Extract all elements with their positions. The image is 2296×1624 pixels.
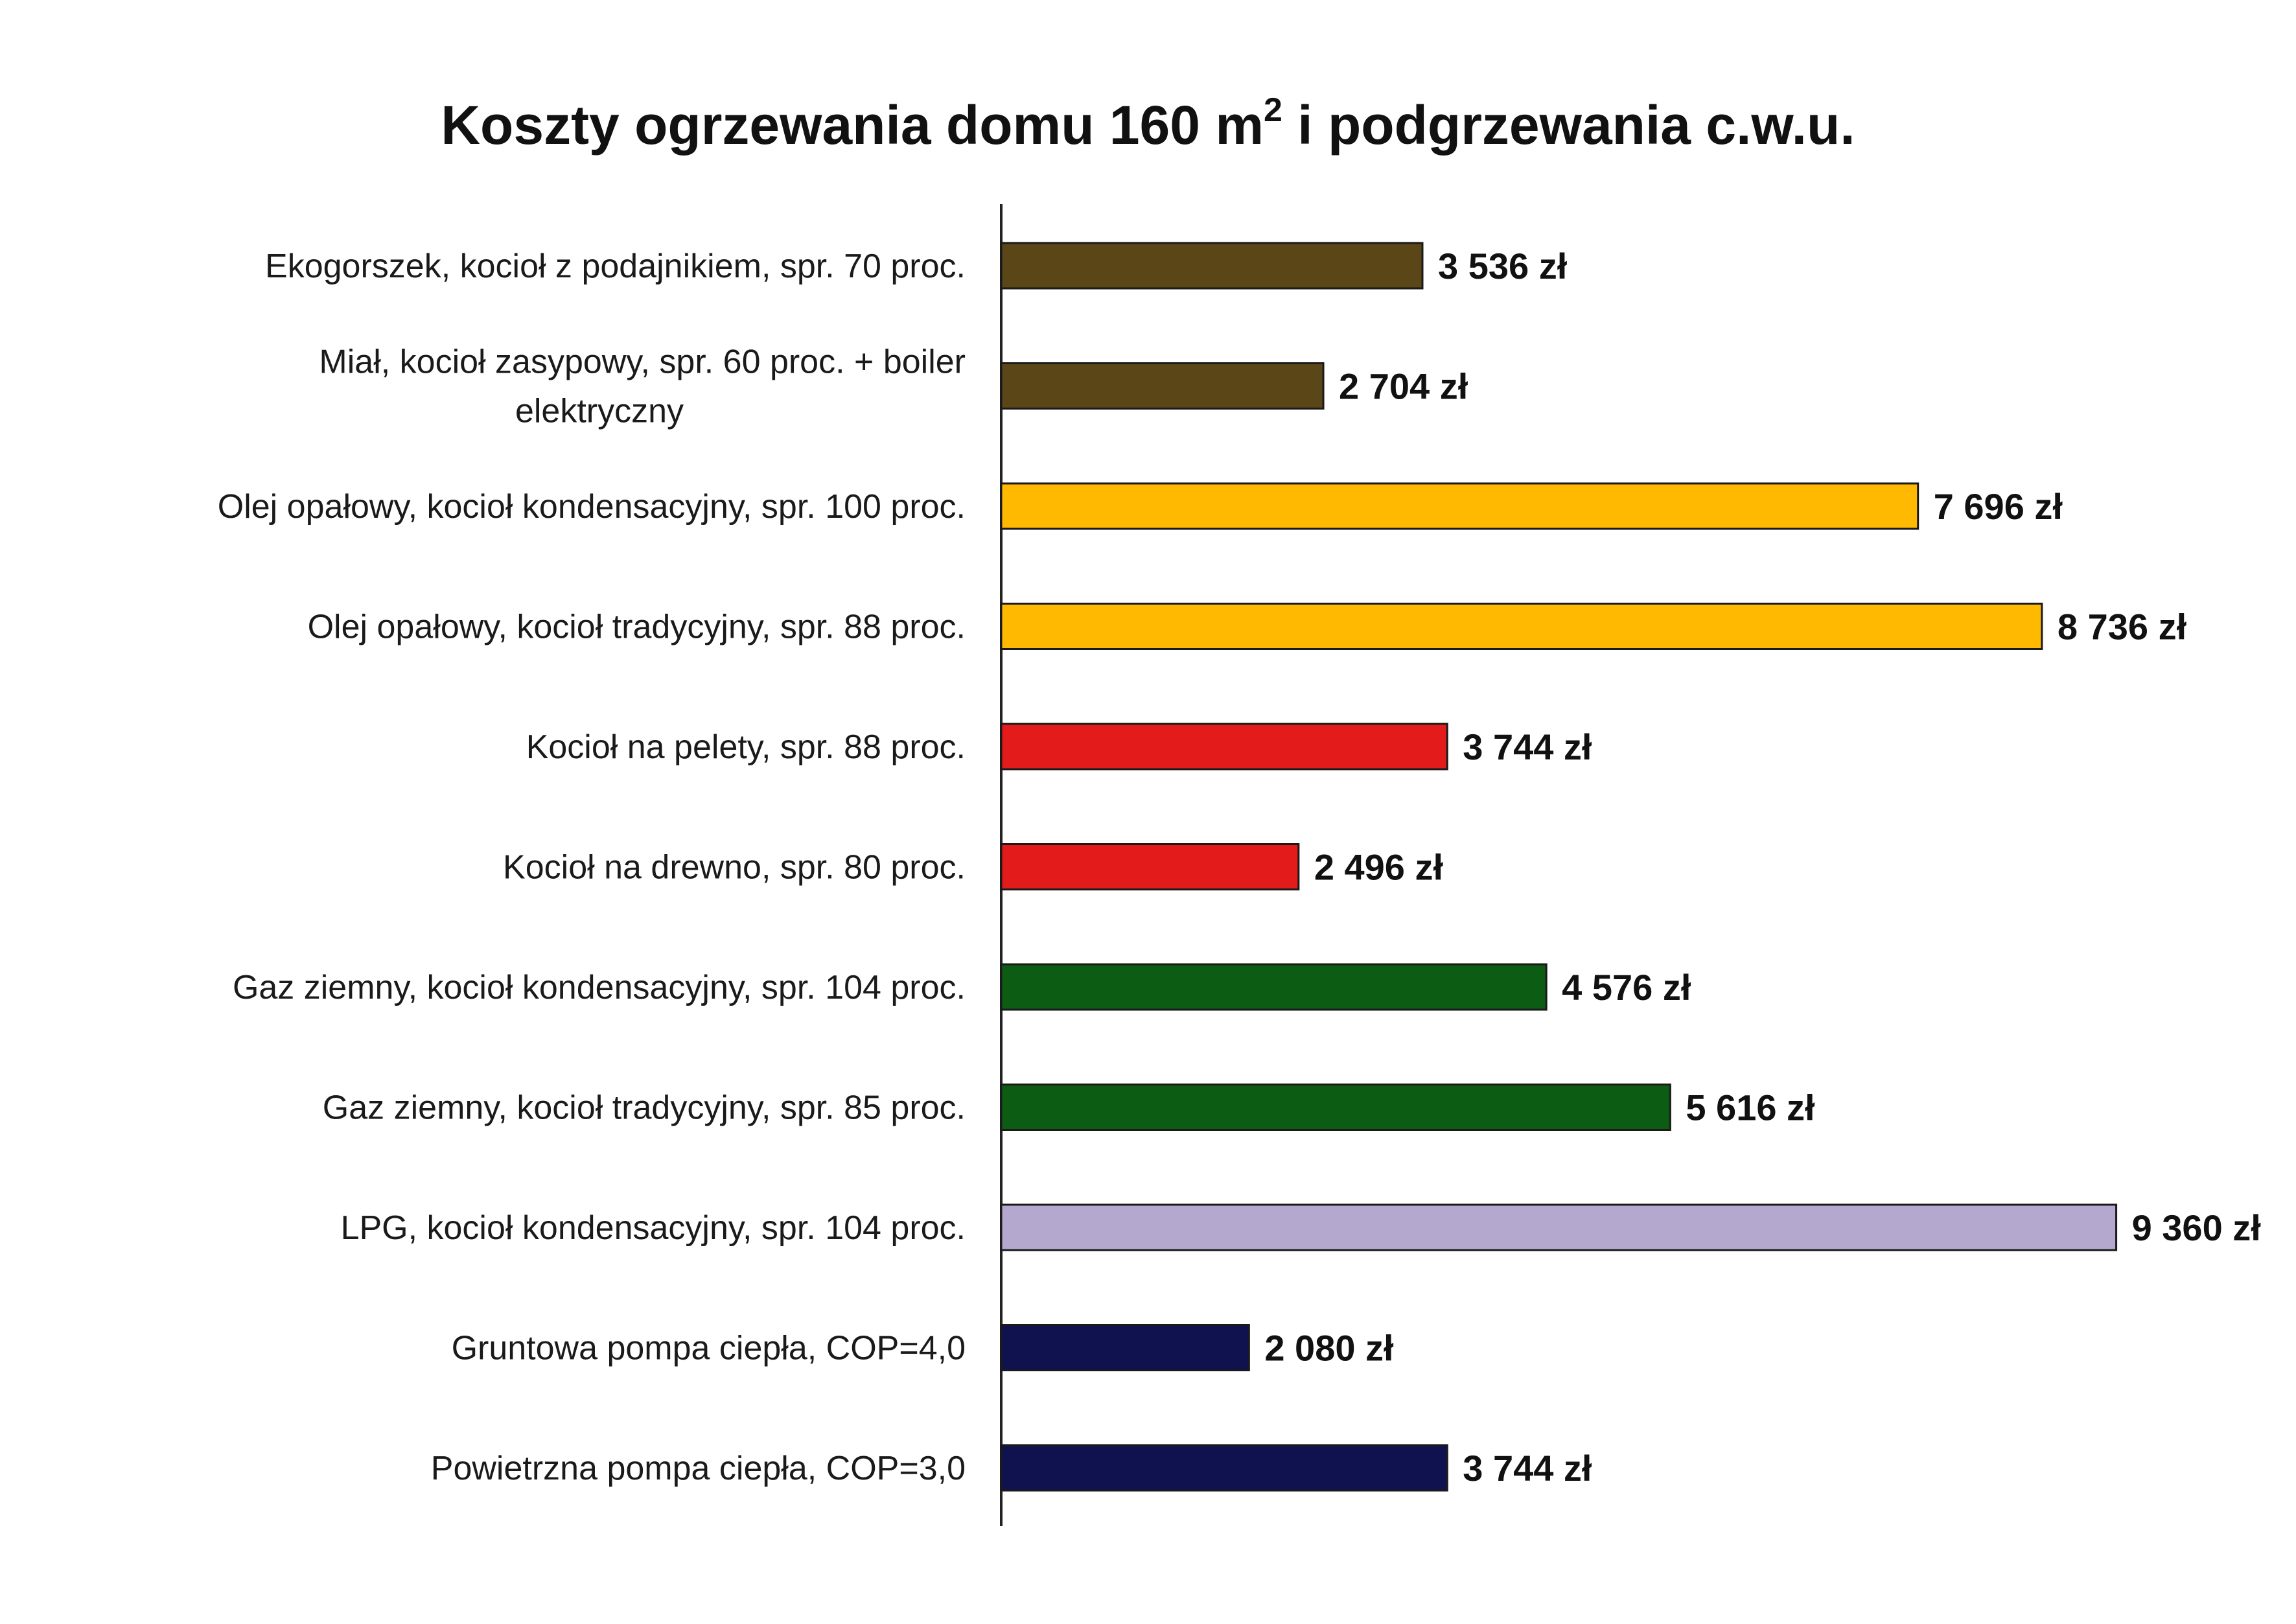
bar-10	[1000, 1324, 1250, 1371]
value-label-2: 2 704 zł	[1339, 366, 1468, 407]
category-label-4: Olej opałowy, kocioł tradycyjny, spr. 88…	[308, 609, 966, 646]
value-label-5: 3 744 zł	[1463, 726, 1592, 767]
category-label-6: Kocioł na drewno, spr. 80 proc.	[503, 849, 966, 887]
category-label-7: Gaz ziemny, kocioł kondensacyjny, spr. 1…	[233, 969, 966, 1006]
category-label-2-line-1: Miał, kocioł zasypowy, spr. 60 proc. + b…	[319, 343, 966, 381]
bar-5	[1000, 723, 1448, 771]
bar-8	[1000, 1084, 1671, 1131]
chart-title-rest: i podgrzewania c.w.u.	[1282, 95, 1855, 156]
value-label-8: 5 616 zł	[1686, 1087, 1815, 1128]
value-label-4: 8 736 zł	[2058, 607, 2187, 647]
category-label-3: Olej opałowy, kocioł kondensacyjny, spr.…	[218, 488, 966, 526]
category-label-2-line-2: elektryczny	[515, 393, 684, 430]
bar-7	[1000, 963, 1548, 1011]
value-label-6: 2 496 zł	[1314, 847, 1444, 888]
category-label-10: Gruntowa pompa ciepła, COP=4,0	[452, 1330, 966, 1367]
category-label-8: Gaz ziemny, kocioł tradycyjny, spr. 85 p…	[323, 1089, 966, 1127]
value-label-10: 2 080 zł	[1264, 1328, 1394, 1369]
category-label-1: Ekogorszek, kocioł z podajnikiem, spr. 7…	[265, 248, 966, 285]
bar-1	[1000, 242, 1424, 290]
bar-3	[1000, 482, 1919, 530]
bar-6	[1000, 843, 1300, 890]
category-label-9: LPG, kocioł kondensacyjny, spr. 104 proc…	[341, 1209, 966, 1247]
bar-2	[1000, 362, 1325, 410]
category-label-11: Powietrzna pompa ciepła, COP=3,0	[431, 1450, 966, 1487]
chart-title: Koszty ogrzewania domu 160 m2 i podgrzew…	[0, 93, 2296, 152]
bar-4	[1000, 603, 2043, 650]
bar-11	[1000, 1444, 1448, 1492]
value-label-3: 7 696 zł	[1934, 486, 2063, 527]
chart-title-main: Koszty ogrzewania domu 160 m	[441, 95, 1264, 156]
value-label-7: 4 576 zł	[1562, 967, 1691, 1008]
value-label-1: 3 536 zł	[1438, 246, 1568, 286]
bar-9	[1000, 1203, 2118, 1251]
value-label-9: 9 360 zł	[2132, 1207, 2262, 1248]
chart-title-superscript: 2	[1264, 91, 1282, 129]
value-label-11: 3 744 zł	[1463, 1448, 1592, 1489]
category-label-5: Kocioł na pelety, spr. 88 proc.	[526, 728, 966, 766]
